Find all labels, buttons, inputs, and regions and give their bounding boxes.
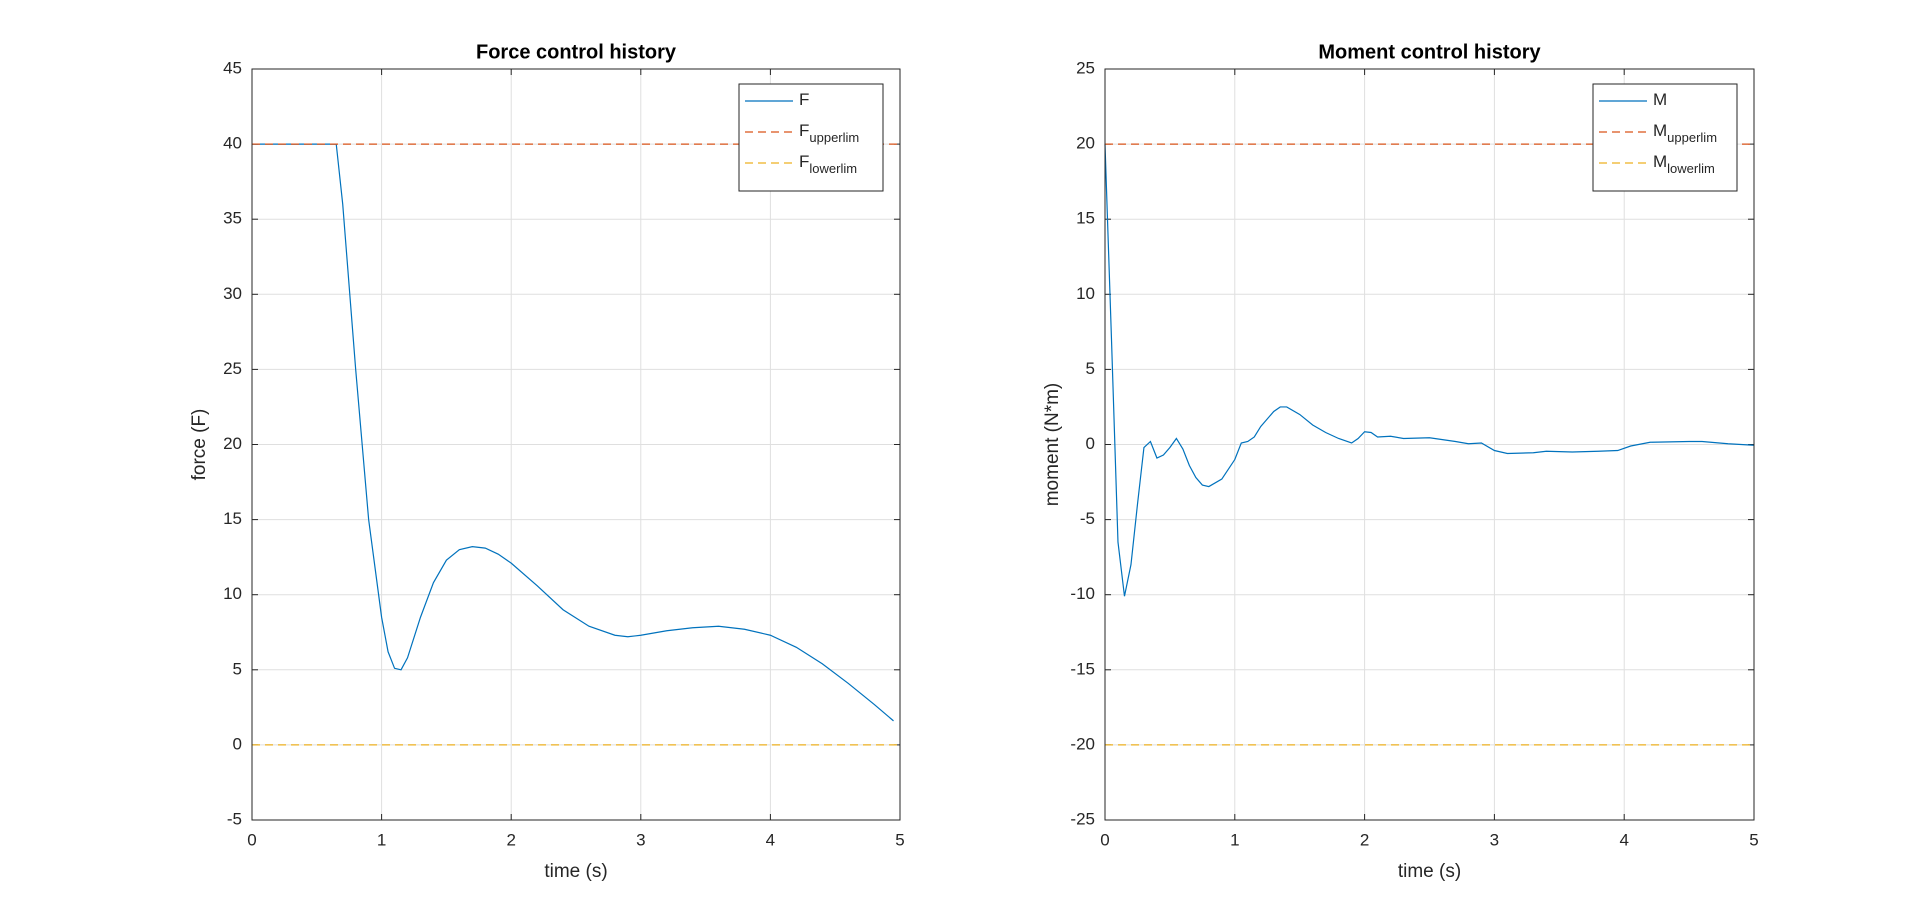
y-tick-label: -15 [1070, 659, 1095, 678]
x-axis-label: time (s) [544, 861, 607, 882]
y-tick-label: 10 [1076, 284, 1095, 303]
legend-label: Fupperlim [799, 121, 859, 145]
legend-name: M [1653, 152, 1667, 171]
x-tick-label: 3 [636, 830, 645, 849]
y-axis-label: moment (N*m) [1042, 383, 1063, 507]
x-tick-label: 0 [247, 830, 256, 849]
series-line [1104, 144, 1755, 597]
legend-label: M [1653, 90, 1667, 109]
y-axis-label: force (F) [189, 409, 210, 481]
y-tick-label: -5 [1080, 509, 1095, 528]
x-tick-label: 5 [895, 830, 904, 849]
axes: 0 1 2 3 4 5 -25 -20 -15 -10 -5 0 5 10 15 20 25 Moment con… [1042, 41, 1759, 882]
y-tick-label: 20 [223, 434, 242, 453]
axes-frame [1104, 68, 1755, 821]
legend-label: F [799, 90, 809, 109]
y-tick-label: -10 [1070, 584, 1095, 603]
x-tick-label: 0 [1100, 830, 1109, 849]
legend-box [1592, 83, 1738, 192]
x-tick-label: 4 [766, 830, 775, 849]
legend-subscript: upperlim [809, 130, 859, 145]
legend-name: M [1653, 121, 1667, 140]
x-axis-label: time (s) [1398, 861, 1461, 882]
y-tick-label: 0 [233, 734, 242, 753]
legend-name: M [1653, 90, 1667, 109]
y-tick-label: -5 [227, 809, 242, 828]
y-tick-label: -20 [1070, 734, 1095, 753]
y-tick-label: 15 [1076, 209, 1095, 228]
axes-frame [251, 68, 901, 821]
legend-label: Mupperlim [1653, 121, 1717, 145]
legend-subscript: lowerlim [1667, 161, 1715, 176]
y-tick-label: 25 [1076, 58, 1095, 77]
x-tick-label: 1 [377, 830, 386, 849]
x-tick-label: 2 [1360, 830, 1369, 849]
y-tick-label: 35 [223, 209, 242, 228]
x-tick-label: 2 [506, 830, 515, 849]
legend-name: F [799, 90, 809, 109]
legend-subscript: upperlim [1667, 130, 1717, 145]
legend-name: F [799, 152, 809, 171]
legend-subscript: lowerlim [809, 161, 857, 176]
series-line [252, 143, 894, 722]
y-tick-label: -25 [1070, 809, 1095, 828]
x-tick-label: 1 [1230, 830, 1239, 849]
y-tick-label: 5 [1086, 359, 1095, 378]
y-tick-label: 20 [1076, 134, 1095, 153]
x-tick-label: 5 [1749, 830, 1758, 849]
y-tick-label: 5 [233, 659, 242, 678]
y-tick-label: 40 [223, 134, 242, 153]
x-tick-label: 4 [1619, 830, 1628, 849]
y-tick-label: 0 [1086, 434, 1095, 453]
x-tick-label: 3 [1490, 830, 1499, 849]
legend-name: F [799, 121, 809, 140]
chart-title: Moment control history [1318, 41, 1541, 63]
y-tick-label: 25 [223, 359, 242, 378]
y-tick-label: 45 [223, 58, 242, 77]
y-tick-label: 15 [223, 509, 242, 528]
legend-box [738, 83, 884, 192]
chart-title: Force control history [476, 41, 677, 63]
legend-label: Flowerlim [799, 152, 857, 176]
y-tick-label: 10 [223, 584, 242, 603]
y-tick-label: 30 [223, 284, 242, 303]
legend-label: Mlowerlim [1653, 152, 1715, 176]
